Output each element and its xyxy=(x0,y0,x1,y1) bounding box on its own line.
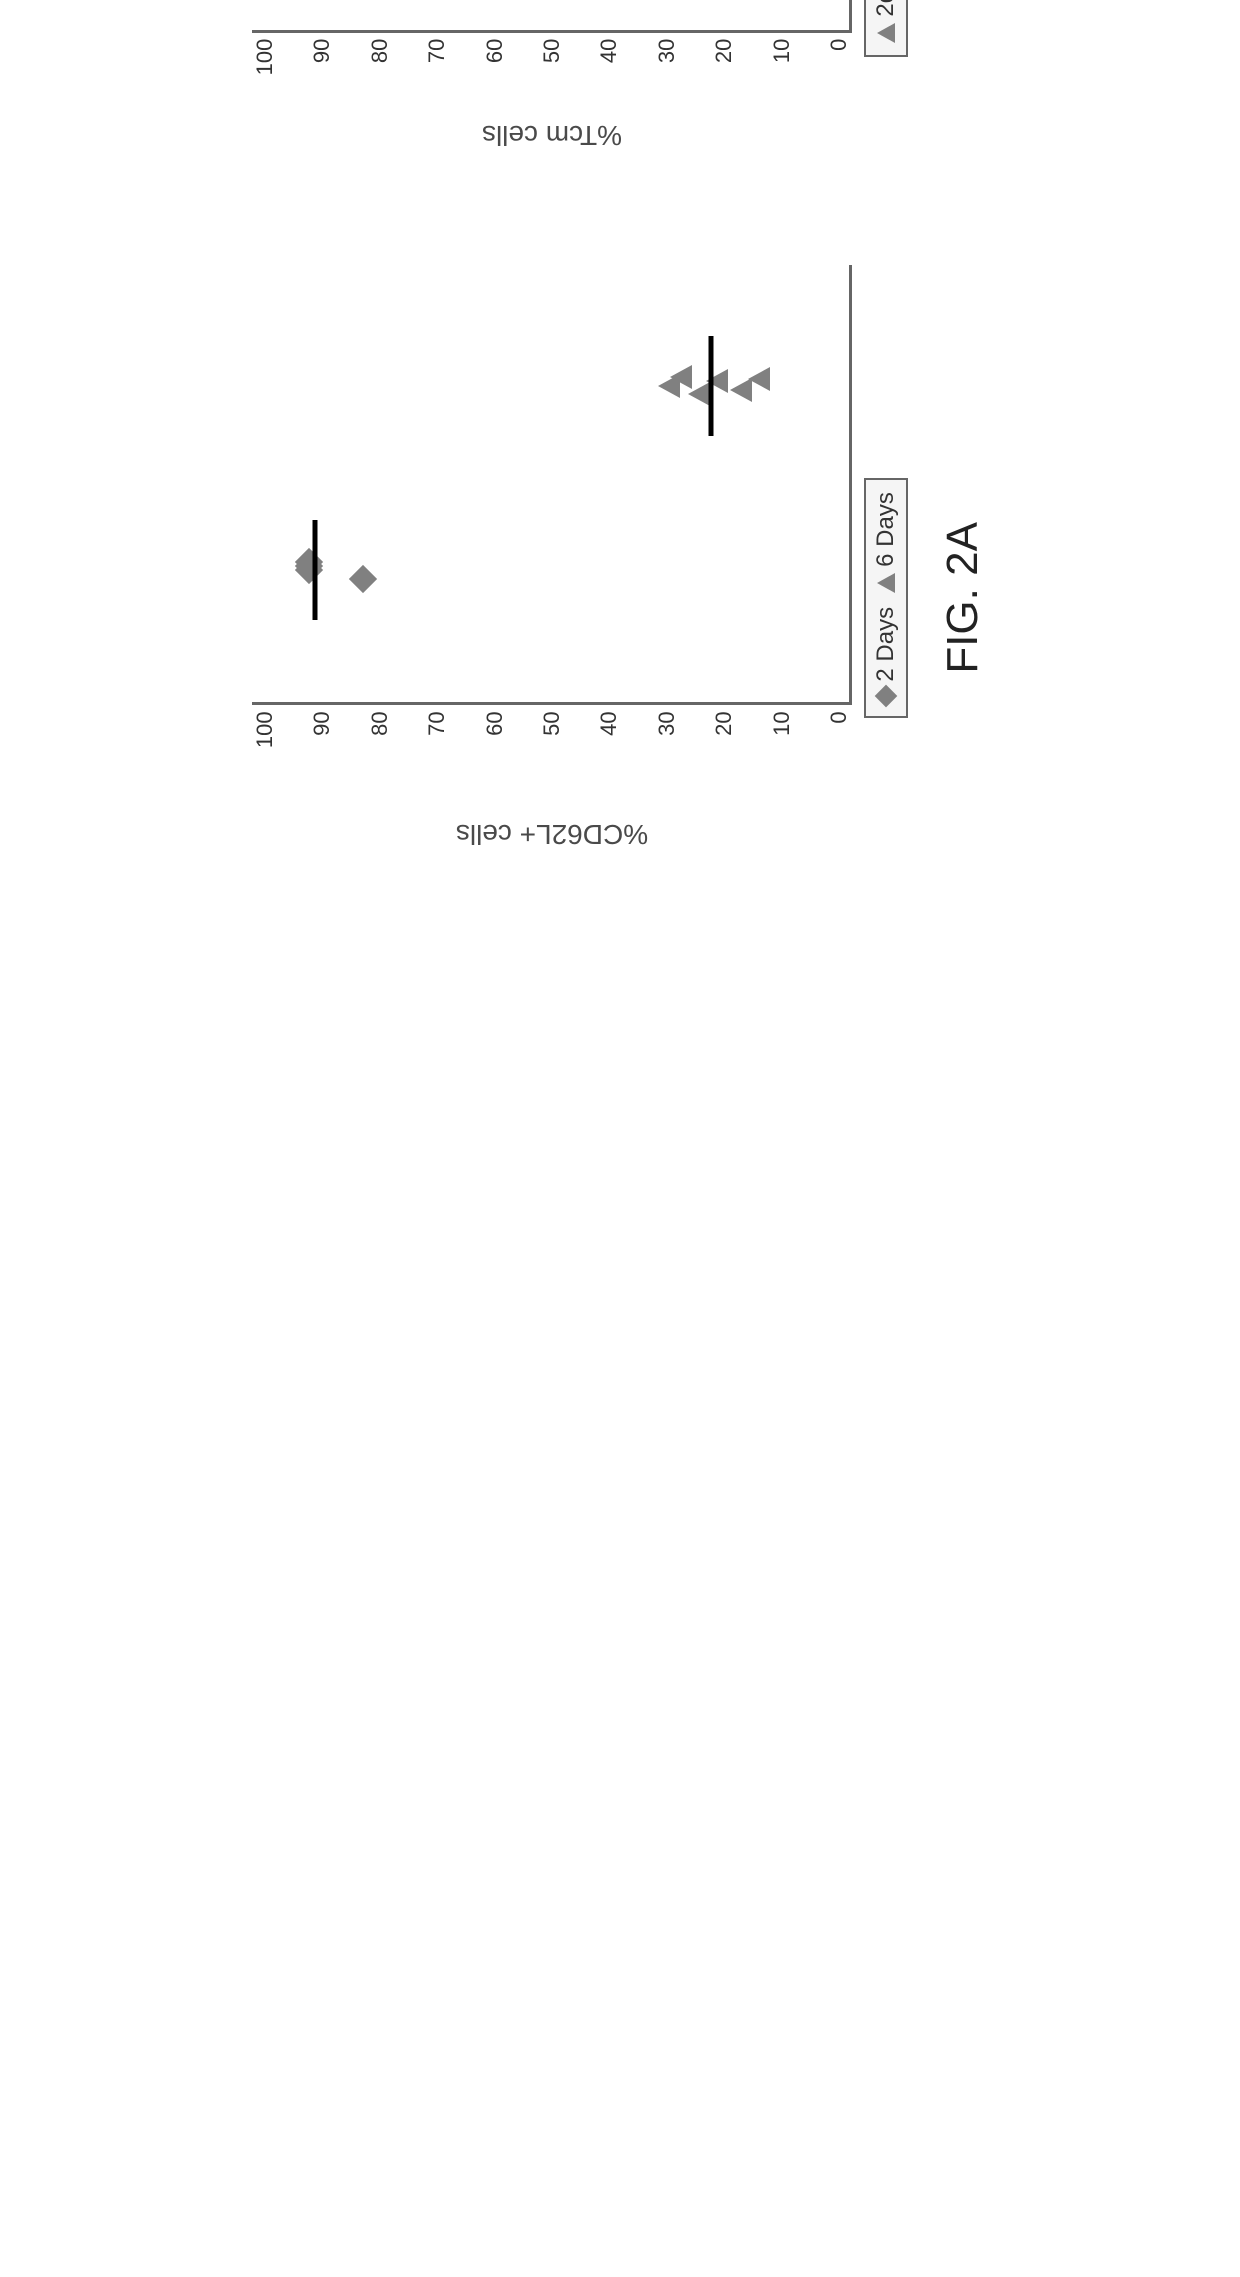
y-tick-label: 90 xyxy=(309,711,335,748)
y-tick-label: 0 xyxy=(826,711,852,748)
chart-wrap-b: %Tcm cells 1009080706050403020100 xyxy=(252,0,852,205)
y-tick-label: 60 xyxy=(482,39,508,76)
y-tick-label: 0 xyxy=(826,39,852,76)
legend-item: 6 Days xyxy=(872,492,900,593)
y-axis-label-b: %Tcm cells xyxy=(482,119,622,151)
diamond-marker xyxy=(349,565,377,593)
y-tick-label: 10 xyxy=(769,711,795,748)
y-tick-label: 60 xyxy=(482,711,508,748)
plot-area-b xyxy=(252,0,852,33)
legend-b: 2d+IL152d+IL26d+IL156d+IL2+Reactivation xyxy=(864,0,908,57)
chart-wrap-a: %CD62L+ cells 1009080706050403020100 xyxy=(252,265,852,930)
triangle-icon xyxy=(877,573,895,593)
figure-container: %CD62L+ cells 1009080706050403020100 2 D… xyxy=(0,0,1240,1240)
legend-label: 6 Days xyxy=(872,492,900,567)
figure-label-a: FIG. 2A xyxy=(938,522,988,674)
y-tick-label: 20 xyxy=(711,39,737,76)
legend-label: 2d+IL15 xyxy=(872,0,900,17)
legend-label: 2 Days xyxy=(872,607,900,682)
y-tick-label: 50 xyxy=(539,711,565,748)
chart-inner-b: 1009080706050403020100 xyxy=(252,0,852,75)
legend-item: 2 Days xyxy=(872,607,900,704)
y-tick-label: 30 xyxy=(654,39,680,76)
mean-bar xyxy=(313,520,318,620)
axis-top-b: 1009080706050403020100 xyxy=(252,0,852,75)
triangle-marker xyxy=(748,367,770,391)
y-tick-label: 100 xyxy=(252,711,278,748)
plot-area-a xyxy=(252,265,852,705)
y-axis-label-a: %CD62L+ cells xyxy=(456,818,648,850)
y-ticks-a: 1009080706050403020100 xyxy=(252,705,852,748)
panel-fig-2b: %Tcm cells 1009080706050403020100 2d+IL1… xyxy=(252,0,988,205)
y-tick-label: 40 xyxy=(596,711,622,748)
y-tick-label: 40 xyxy=(596,39,622,76)
y-tick-label: 50 xyxy=(539,39,565,76)
y-tick-label: 100 xyxy=(252,39,278,76)
y-tick-label: 10 xyxy=(769,39,795,76)
y-tick-label: 80 xyxy=(367,39,393,76)
axis-top-a: 1009080706050403020100 xyxy=(252,265,852,748)
y-tick-label: 90 xyxy=(309,39,335,76)
y-tick-label: 20 xyxy=(711,711,737,748)
mean-bar xyxy=(709,336,714,436)
diamond-icon xyxy=(875,684,898,707)
y-tick-label: 70 xyxy=(424,39,450,76)
y-ticks-b: 1009080706050403020100 xyxy=(252,33,852,76)
legend-a: 2 Days 6 Days xyxy=(864,478,908,717)
panel-fig-2a: %CD62L+ cells 1009080706050403020100 2 D… xyxy=(252,265,988,930)
y-tick-label: 70 xyxy=(424,711,450,748)
triangle-icon xyxy=(877,23,895,43)
y-tick-label: 30 xyxy=(654,711,680,748)
legend-item: 2d+IL15 xyxy=(872,0,900,43)
y-tick-label: 80 xyxy=(367,711,393,748)
chart-inner-a: 1009080706050403020100 xyxy=(252,265,852,748)
